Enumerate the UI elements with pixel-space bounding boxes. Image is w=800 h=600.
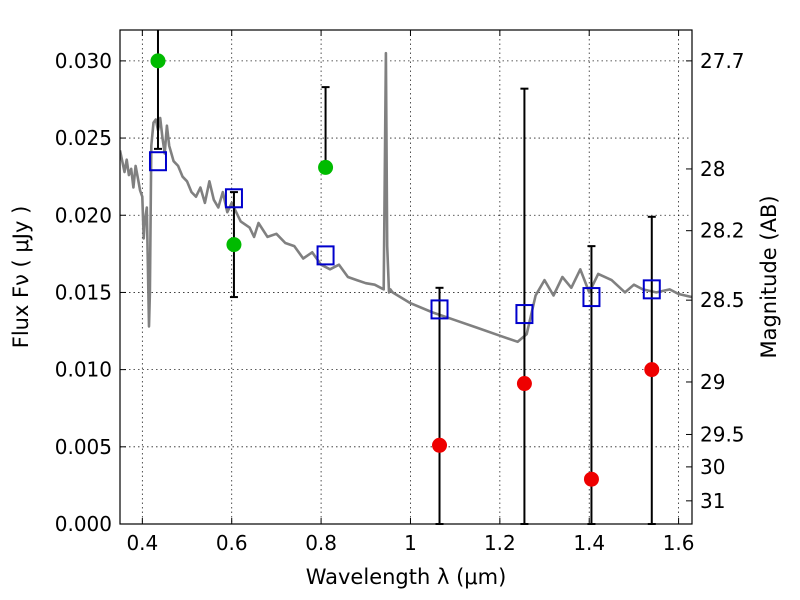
x-tick-label: 1.4 [573, 531, 605, 555]
y-tick-label: 0.030 [55, 49, 112, 73]
model-flux-square [224, 188, 243, 209]
detection-point [318, 159, 334, 175]
model-flux-square [316, 245, 335, 266]
y-tick-label: 0.020 [55, 203, 112, 227]
y-tick-label: 0.000 [55, 512, 112, 536]
y-tick-label: 0.025 [55, 126, 112, 150]
x-tick-label: 1.6 [663, 531, 695, 555]
detection-point [150, 53, 166, 69]
y2-tick-label: 28.2 [700, 219, 745, 243]
x-tick-label: 0.4 [126, 531, 158, 555]
y-axis-label: Flux Fν ( μJy ) [9, 206, 33, 349]
model-flux-square [515, 304, 534, 325]
x-tick-label: 1.2 [484, 531, 516, 555]
upper-limit-point [644, 362, 660, 378]
plot-area [120, 30, 692, 525]
y2-tick-label: 31 [700, 489, 725, 513]
y2-tick-label: 27.7 [700, 49, 745, 73]
model-sed-line [120, 51, 692, 344]
x-axis-label: Wavelength λ (μm) [306, 565, 507, 589]
model-flux-square [642, 279, 661, 300]
x-tick-label: 0.6 [216, 531, 248, 555]
model-flux-square [430, 299, 449, 320]
y-tick-label: 0.010 [55, 358, 112, 382]
y2-tick-label: 28 [700, 157, 725, 181]
y2-tick-label: 29.5 [700, 422, 745, 446]
y2-axis-label: Magnitude (AB) [757, 195, 781, 358]
x-tick-label: 1 [404, 531, 417, 555]
upper-limit-point [583, 471, 599, 487]
upper-limit-point [516, 376, 532, 392]
model-flux-square [148, 151, 167, 172]
y-tick-label: 0.005 [55, 435, 112, 459]
upper-limit-point [432, 437, 448, 453]
model-flux-square [582, 287, 601, 308]
detection-point [226, 237, 242, 253]
y2-tick-label: 29 [700, 370, 725, 394]
y2-tick-label: 30 [700, 455, 725, 479]
axes: 0.4 0.6 0.8 1 1.2 1.4 1.6 0.000 0.005 0.010 0.015 0… [55, 30, 745, 555]
x-tick-label: 0.8 [305, 531, 337, 555]
y2-tick-label: 28.5 [700, 288, 745, 312]
plot-frame [119, 29, 693, 525]
y-tick-label: 0.015 [55, 280, 112, 304]
